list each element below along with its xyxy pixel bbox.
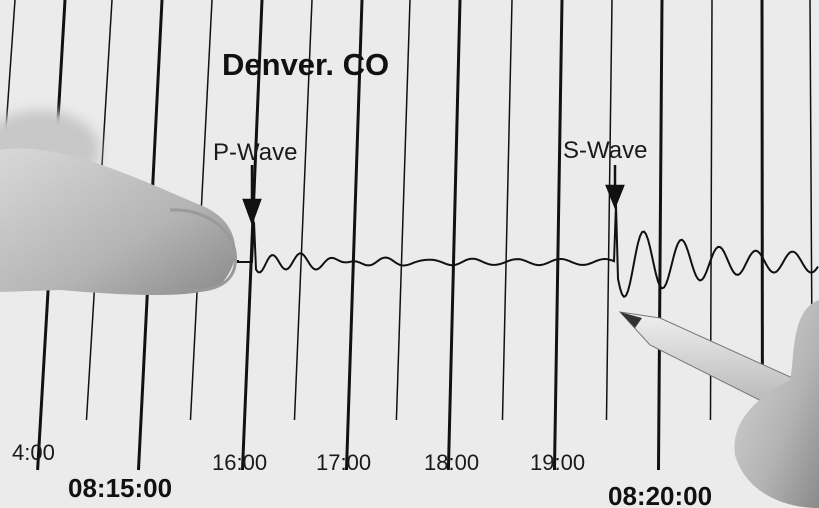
time-label: 19:00 [530, 450, 585, 475]
right-hand-pencil [618, 300, 819, 508]
chart-line [240, 0, 264, 471]
station-title: Denver. CO [222, 47, 389, 82]
annotation: P-Wave [213, 139, 297, 166]
minute-label: 08:15:00 [68, 473, 172, 503]
chart-line [656, 0, 664, 471]
time-label: 17:00 [316, 450, 371, 475]
chart-line [552, 0, 564, 471]
chart-line [344, 0, 364, 471]
chart-line [395, 0, 411, 421]
arrows [242, 165, 625, 226]
time-label: 4:00 [12, 440, 55, 465]
time-label: 16:00 [212, 450, 267, 475]
chart-line [501, 0, 513, 421]
chart-line [293, 0, 313, 421]
time-label: 18:00 [424, 450, 479, 475]
chart-line [446, 0, 462, 471]
chart-line [605, 0, 613, 421]
annotation: S-Wave [563, 137, 647, 164]
left-hand [0, 110, 238, 295]
minute-label: 08:20:00 [608, 481, 712, 508]
seismic-trace [237, 204, 819, 299]
